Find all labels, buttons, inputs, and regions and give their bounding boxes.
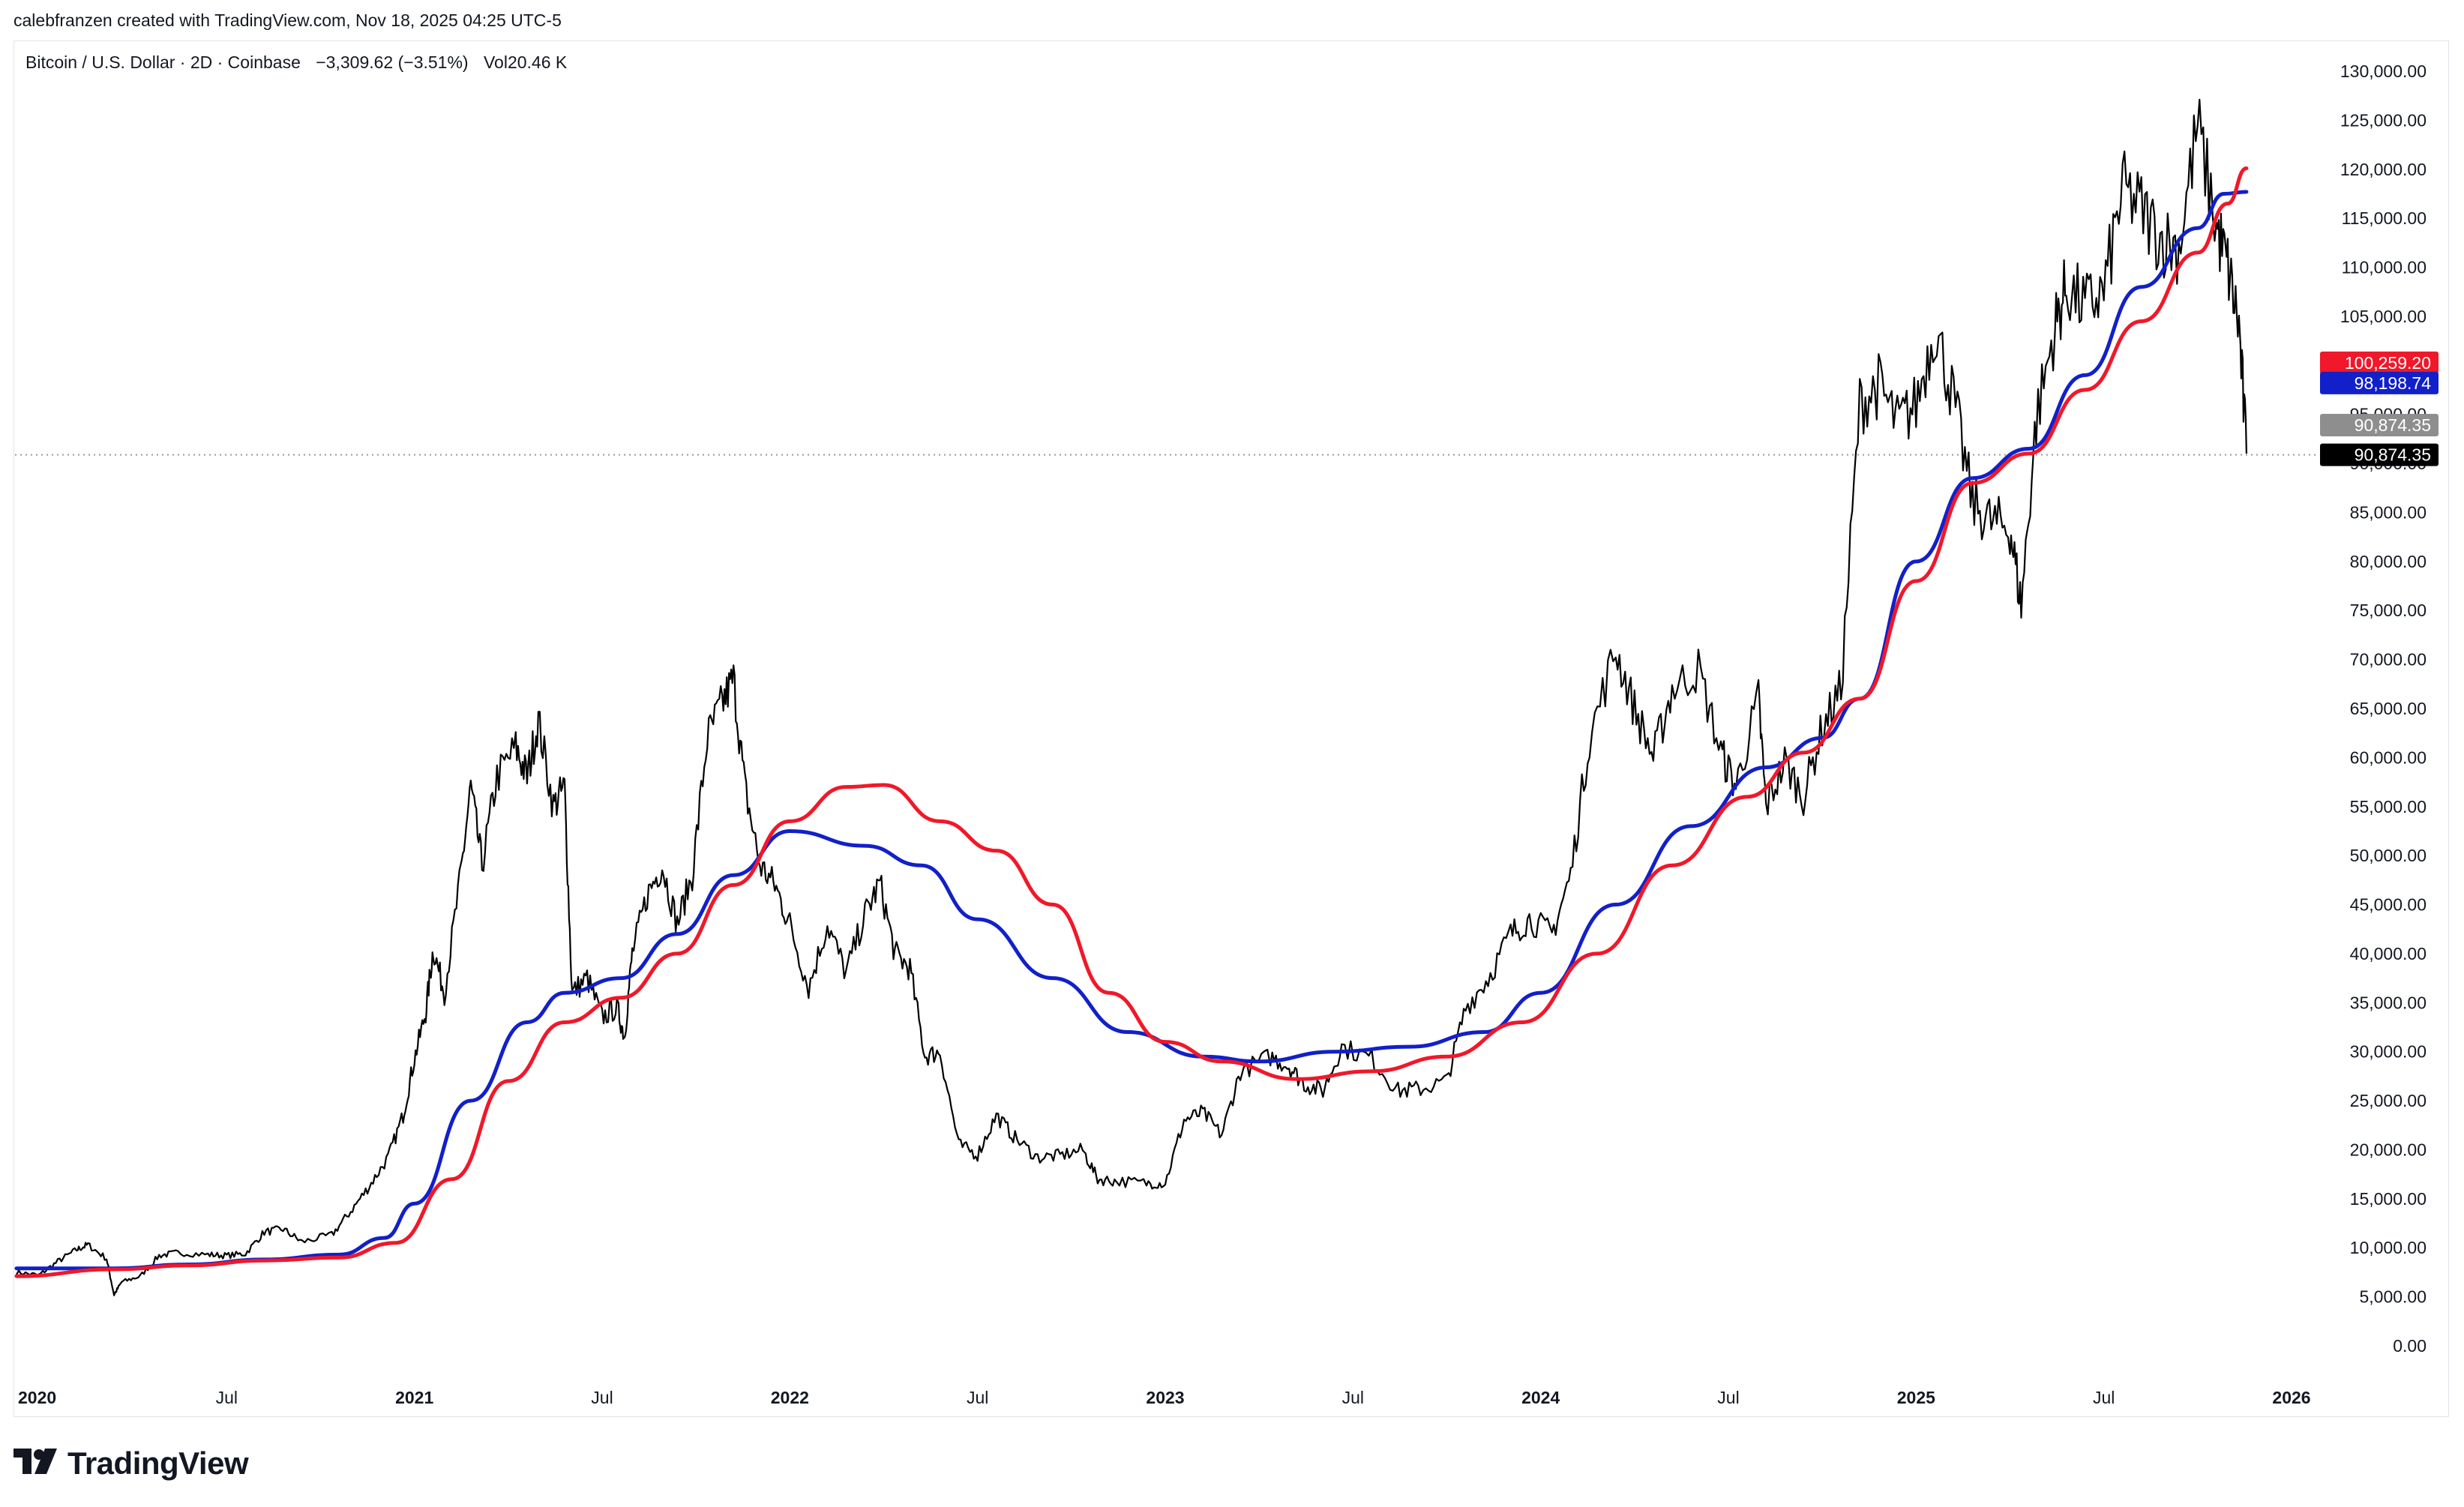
x-tick-label: Jul — [216, 1388, 238, 1407]
x-tick-label: 2022 — [771, 1388, 809, 1407]
y-tick-label: 130,000.00 — [2340, 61, 2427, 81]
y-tick-label: 80,000.00 — [2350, 552, 2427, 571]
x-tick-label: 2020 — [18, 1388, 56, 1407]
y-tick-label: 105,000.00 — [2340, 307, 2427, 326]
y-tick-label: 0.00 — [2393, 1336, 2427, 1356]
y-tick-label: 85,000.00 — [2350, 502, 2427, 522]
price-tag — [2320, 443, 2439, 466]
chart-legend: Bitcoin / U.S. Dollar · 2D · Coinbase −3… — [25, 52, 577, 73]
x-tick-label: Jul — [591, 1388, 613, 1407]
x-tick-label: 2025 — [1897, 1388, 1935, 1407]
price-series-line[interactable] — [16, 98, 2247, 1296]
y-tick-label: 35,000.00 — [2350, 993, 2427, 1012]
y-tick-label: 120,000.00 — [2340, 160, 2427, 179]
y-tick-label: 65,000.00 — [2350, 699, 2427, 718]
x-tick-label: Jul — [1342, 1388, 1364, 1407]
x-tick-label: 2023 — [1146, 1388, 1184, 1407]
x-tick-label: Jul — [2093, 1388, 2115, 1407]
x-tick-label: Jul — [967, 1388, 988, 1407]
blue-ma-line[interactable] — [14, 190, 2249, 1271]
y-tick-label: 30,000.00 — [2350, 1042, 2427, 1062]
price-tag-label: 100,259.20 — [2345, 353, 2431, 373]
y-tick-label: 125,000.00 — [2340, 110, 2427, 130]
chart-frame — [13, 40, 2449, 1417]
volume-label: Vol20.46 K — [483, 52, 568, 72]
tradingview-wordmark: TradingView — [67, 1446, 249, 1481]
y-tick-label: 75,000.00 — [2350, 601, 2427, 620]
chart-attribution: calebfranzen created with TradingView.co… — [13, 10, 562, 30]
y-tick-label: 25,000.00 — [2350, 1091, 2427, 1110]
price-tag — [2320, 414, 2439, 436]
y-tick-label: 10,000.00 — [2350, 1238, 2427, 1257]
price-tag — [2320, 351, 2439, 374]
price-tag-label: 90,874.35 — [2355, 445, 2431, 465]
red-ma-line[interactable] — [14, 166, 2249, 1278]
price-tag — [2320, 371, 2439, 394]
price-tag-label: 90,874.35 — [2355, 415, 2431, 435]
tradingview-logo-icon — [13, 1443, 57, 1484]
change-label: −3,309.62 (−3.51%) — [316, 52, 469, 72]
y-tick-label: 20,000.00 — [2350, 1140, 2427, 1159]
tradingview-logo-mark — [13, 1449, 57, 1474]
y-tick-label: 45,000.00 — [2350, 895, 2427, 915]
y-tick-label: 70,000.00 — [2350, 650, 2427, 670]
y-tick-label: 15,000.00 — [2350, 1189, 2427, 1209]
symbol-label: Bitcoin / U.S. Dollar · 2D · Coinbase — [25, 52, 301, 72]
tradingview-logo[interactable]: TradingView — [13, 1441, 249, 1486]
y-tick-label: 50,000.00 — [2350, 846, 2427, 865]
x-tick-label: 2021 — [395, 1388, 433, 1407]
y-tick-label: 55,000.00 — [2350, 797, 2427, 816]
x-tick-label: 2026 — [2272, 1388, 2310, 1407]
y-tick-label: 110,000.00 — [2342, 258, 2427, 277]
y-tick-label: 60,000.00 — [2350, 748, 2427, 767]
x-tick-label: Jul — [1717, 1388, 1739, 1407]
y-tick-label: 40,000.00 — [2350, 944, 2427, 963]
y-tick-label: 115,000.00 — [2342, 208, 2427, 228]
price-tag-label: 98,198.74 — [2355, 373, 2432, 393]
y-tick-label: 5,000.00 — [2359, 1287, 2427, 1307]
x-tick-label: 2024 — [1521, 1388, 1560, 1407]
